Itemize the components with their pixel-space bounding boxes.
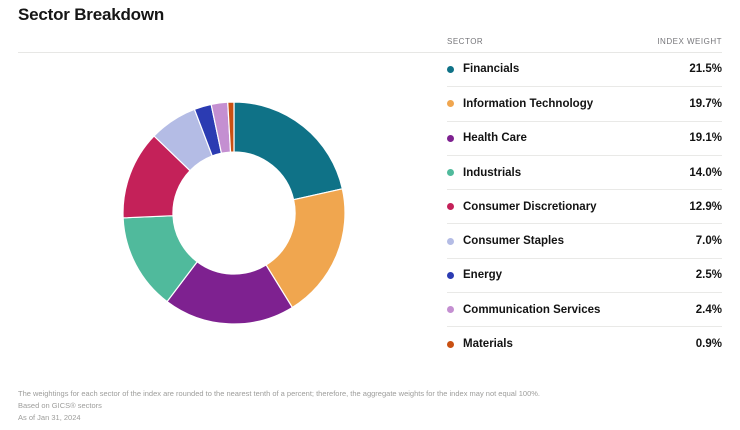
header-divider: [18, 52, 722, 53]
donut-segment[interactable]: [227, 101, 235, 153]
sector-label: Information Technology: [463, 97, 594, 110]
footnote-as-of-date: As of Jan 31, 2024: [18, 413, 81, 422]
table-row: Consumer Discretionary 12.9%: [447, 189, 722, 223]
weight-value: 2.4%: [695, 303, 722, 316]
table-row: Consumer Staples 7.0%: [447, 223, 722, 257]
sector-label: Energy: [463, 269, 502, 282]
legend-dot: [447, 306, 454, 314]
legend-dot: [447, 100, 454, 108]
sector-table: SECTOR INDEX WEIGHT Financials 21.5% Infor…: [447, 30, 722, 361]
sector-label: Industrials: [463, 166, 522, 179]
column-header-sector: SECTOR: [447, 37, 484, 46]
table-row: Information Technology 19.7%: [447, 86, 722, 120]
weight-value: 0.9%: [695, 338, 722, 351]
table-header-row: SECTOR INDEX WEIGHT: [447, 30, 722, 52]
sector-label: Health Care: [463, 132, 527, 145]
donut-segment[interactable]: [233, 101, 344, 201]
sector-label: Consumer Discretionary: [463, 200, 597, 213]
table-row: Energy 2.5%: [447, 257, 722, 292]
sector-label: Communication Services: [463, 303, 601, 316]
sector-table-rows: Financials 21.5% Information Technology 19.…: [447, 52, 722, 361]
legend-dot: [447, 169, 454, 177]
donut-chart-svg: [122, 101, 346, 325]
weight-value: 2.5%: [695, 269, 722, 282]
legend-dot: [447, 340, 454, 348]
table-row: Materials 0.9%: [447, 326, 722, 360]
sector-label: Financials: [463, 63, 520, 76]
sector-label: Consumer Staples: [463, 235, 564, 248]
weight-value: 7.0%: [695, 235, 722, 248]
legend-dot: [447, 271, 454, 279]
footnotes: The weightings for each sector of the in…: [18, 388, 718, 424]
footnote-gics: Based on GICS® sectors: [18, 401, 102, 410]
column-header-index-weight: INDEX WEIGHT: [657, 37, 722, 46]
table-row: Industrials 14.0%: [447, 154, 722, 189]
page-title: Sector Breakdown: [18, 5, 165, 24]
sector-donut-chart: [121, 100, 347, 326]
weight-value: 19.7%: [689, 97, 722, 110]
legend-dot: [447, 203, 454, 211]
weight-value: 21.5%: [689, 63, 722, 76]
table-row: Financials 21.5%: [447, 52, 722, 86]
weight-value: 14.0%: [689, 166, 722, 179]
legend-dot: [447, 65, 454, 73]
sector-label: Materials: [463, 338, 513, 351]
table-row: Communication Services 2.4%: [447, 292, 722, 326]
table-row: Health Care 19.1%: [447, 120, 722, 155]
legend-dot: [447, 237, 454, 245]
weight-value: 12.9%: [689, 200, 722, 213]
footnote-rounding: The weightings for each sector of the in…: [18, 389, 540, 398]
weight-value: 19.1%: [689, 132, 722, 145]
legend-dot: [447, 134, 454, 142]
